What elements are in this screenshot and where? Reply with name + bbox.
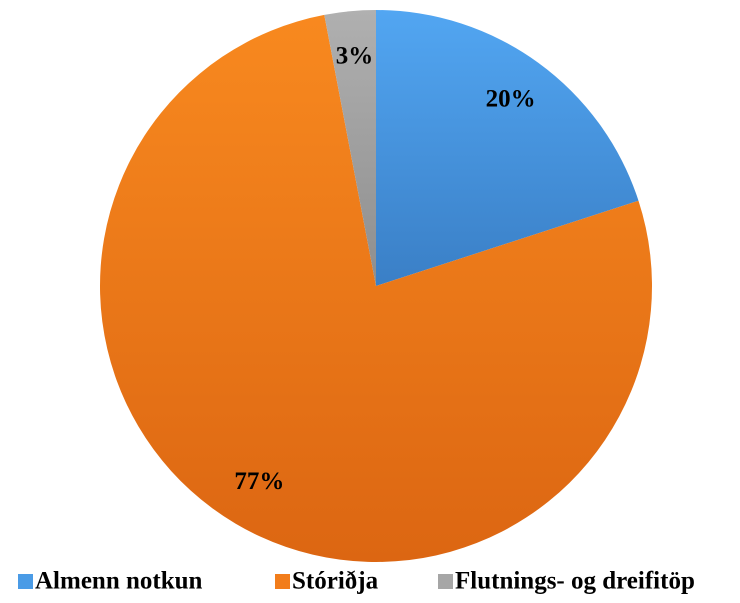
pie-slice bbox=[99, 14, 652, 562]
pie-slice bbox=[324, 10, 376, 286]
legend-swatch bbox=[18, 574, 33, 589]
data-label: 3% bbox=[336, 43, 374, 70]
legend-label: Flutnings- og dreifitöp bbox=[455, 568, 695, 595]
legend-label: Almenn notkun bbox=[35, 568, 203, 595]
pie-slice bbox=[376, 10, 639, 286]
legend-swatch bbox=[275, 574, 290, 589]
data-label: 77% bbox=[234, 468, 284, 495]
data-label: 20% bbox=[486, 85, 536, 112]
legend-label: Stóriðja bbox=[292, 568, 379, 595]
legend-swatch bbox=[438, 574, 453, 589]
